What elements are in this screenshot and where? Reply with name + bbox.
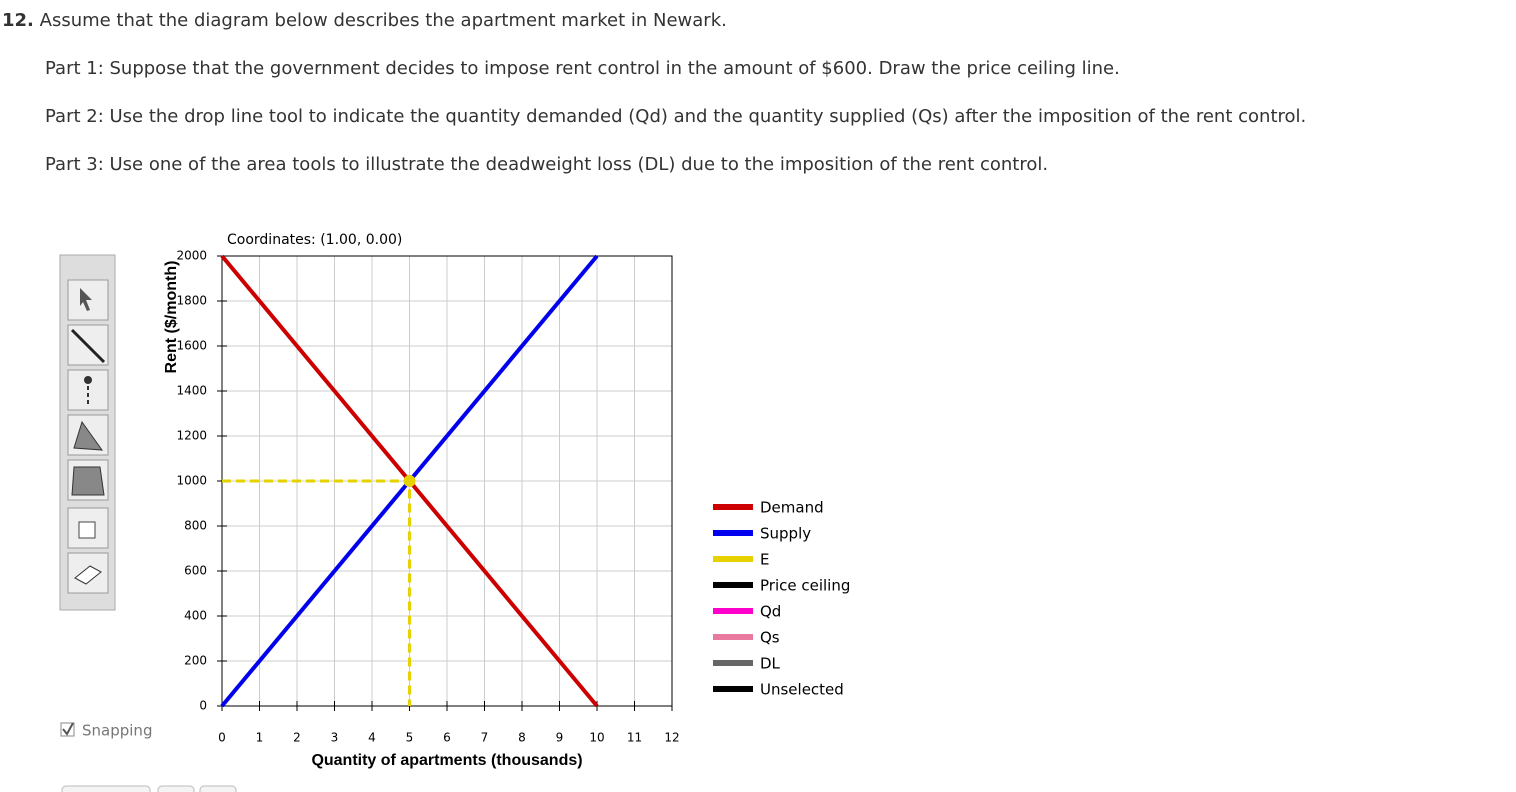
x-tick-label: 0 (218, 731, 226, 745)
toolbar (59, 254, 116, 611)
y-tick-label: 1000 (176, 474, 207, 488)
icon (73, 420, 104, 451)
check (62, 722, 74, 736)
x-tick-label: 7 (481, 731, 489, 745)
question: 12. Assume that the diagram below descri… (2, 10, 727, 31)
x-tick-label: 9 (556, 731, 564, 745)
x-axis-label: Quantity of apartments (thousands) (311, 752, 582, 769)
icon (84, 376, 92, 384)
question-text: Assume that the diagram below describes … (39, 10, 727, 31)
part: Part 2: Use the drop line tool to indica… (45, 106, 1307, 127)
y-tick-label: 400 (184, 609, 207, 623)
y-tick-label: 800 (184, 519, 207, 533)
y-tick-label: 200 (184, 654, 207, 668)
button[interactable] (61, 785, 151, 792)
legend-label: Unselected (760, 681, 844, 699)
legend-label: DL (760, 655, 781, 673)
x-tick-label: 1 (256, 731, 264, 745)
x-tick-label: 6 (443, 731, 451, 745)
point (403, 475, 416, 487)
part: Part 3: Use one of the area tools to ill… (45, 154, 1049, 175)
legend-label: Demand (760, 499, 824, 517)
button[interactable] (157, 785, 195, 792)
legend-label: Supply (760, 525, 811, 543)
icon (80, 288, 92, 311)
y-tick-label: 1400 (176, 384, 207, 398)
x-tick-label: 5 (406, 731, 414, 745)
x-tick-label: 3 (331, 731, 339, 745)
icon (70, 328, 106, 364)
tool-pointer[interactable] (67, 279, 109, 321)
x-tick-label: 2 (293, 731, 301, 745)
y-tick-label: 0 (199, 699, 207, 713)
x-tick-label: 8 (518, 731, 526, 745)
x-tick-label: 4 (368, 731, 376, 745)
legend-label: Qd (760, 603, 781, 621)
y-tick-label: 1200 (176, 429, 207, 443)
button[interactable] (199, 785, 237, 792)
legend-label: E (760, 551, 769, 569)
y-tick-label: 2000 (176, 249, 207, 263)
y-tick-label: 1800 (176, 294, 207, 308)
x-tick-label: 10 (589, 731, 604, 745)
icon (71, 466, 105, 496)
coordinates: Coordinates: (1.00, 0.00) (227, 232, 402, 248)
question-number: 12. (2, 10, 34, 31)
snapping-label: Snapping (82, 722, 152, 740)
y-tick-label: 1600 (176, 339, 207, 353)
y-tick-label: 600 (184, 564, 207, 578)
icon (74, 565, 102, 585)
y-axis-label: Rent ($/month) (163, 261, 180, 374)
legend-label: Qs (760, 629, 780, 647)
part: Part 1: Suppose that the government deci… (45, 58, 1120, 79)
icon (78, 521, 96, 539)
legend-label: Price ceiling (760, 577, 850, 595)
x-tick-label: 12 (664, 731, 679, 745)
x-tick-label: 11 (627, 731, 642, 745)
